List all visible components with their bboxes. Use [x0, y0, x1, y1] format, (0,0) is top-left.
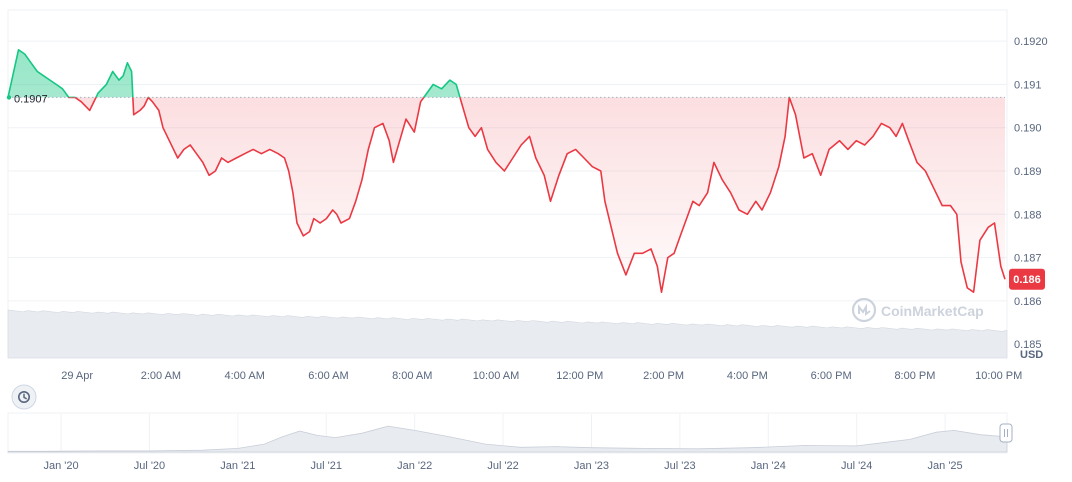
navigator-tick-label: Jan '22: [397, 460, 432, 472]
coinmarketcap-logo-icon: [851, 297, 877, 323]
current-price-tag: 0.186: [1009, 268, 1045, 290]
x-tick-label: 6:00 PM: [811, 370, 852, 382]
history-button[interactable]: [11, 384, 37, 410]
navigator-tick-label: Jul '23: [664, 460, 695, 472]
navigator-tick-label: Jul '24: [841, 460, 872, 472]
history-icon: [18, 391, 30, 403]
y-tick-label: 0.190: [1014, 123, 1042, 135]
y-tick-label: 0.189: [1014, 166, 1042, 178]
navigator-tick-label: Jul '22: [487, 460, 518, 472]
navigator-tick-label: Jul '20: [134, 460, 165, 472]
baseline-marker: [6, 95, 12, 100]
navigator-tick-label: Jan '20: [43, 460, 78, 472]
x-tick-label: 10:00 PM: [975, 370, 1022, 382]
grid-lines: [8, 40, 1007, 345]
watermark-text: CoinMarketCap: [881, 303, 984, 319]
y-tick-label: 0.191: [1014, 79, 1042, 91]
navigator-area: [7, 425, 1008, 453]
navigator-tick-label: Jan '23: [574, 460, 609, 472]
x-tick-label: 2:00 AM: [141, 370, 181, 382]
price-line-below-baseline: [8, 97, 1006, 293]
navigator-tick-label: Jan '21: [220, 460, 255, 472]
price-area-below-baseline: [75, 97, 1005, 293]
currency-label: USD: [1020, 349, 1043, 361]
y-tick-label: 0.185: [1014, 339, 1042, 351]
y-axis: 0.1920 0.191 0.190 0.189 0.188 0.187 0.186 0.18…: [1014, 36, 1048, 351]
x-axis: 29 Apr 2:00 AM 4:00 AM 6:00 AM 8:00 AM 10:00 …: [61, 370, 1022, 382]
navigator-handle[interactable]: [999, 423, 1013, 443]
price-area-above-baseline: [8, 49, 1005, 98]
baseline-label: 0.1907: [14, 93, 48, 105]
current-price-label: 0.186: [1013, 274, 1041, 286]
y-tick-label: 0.187: [1014, 253, 1042, 265]
range-navigator[interactable]: Jan '20 Jul '20 Jan '21 Jul '21 Jan '22 Jul '…: [7, 412, 1013, 472]
x-tick-label: 29 Apr: [61, 370, 93, 382]
x-tick-label: 6:00 AM: [308, 370, 348, 382]
plot-frame: [7, 9, 1008, 359]
x-tick-label: 8:00 AM: [392, 370, 432, 382]
watermark: CoinMarketCap: [851, 297, 984, 323]
x-tick-label: 10:00 AM: [473, 370, 519, 382]
volume-area: [7, 309, 1008, 359]
y-tick-label: 0.1920: [1014, 36, 1048, 48]
navigator-axis: Jan '20 Jul '20 Jan '21 Jul '21 Jan '22 Jul '…: [43, 460, 962, 472]
y-tick-label: 0.188: [1014, 209, 1042, 221]
x-tick-label: 4:00 AM: [225, 370, 265, 382]
navigator-tick-label: Jan '25: [928, 460, 963, 472]
x-tick-label: 4:00 PM: [727, 370, 768, 382]
navigator-tick-label: Jul '21: [311, 460, 342, 472]
navigator-tick-label: Jan '24: [751, 460, 786, 472]
x-tick-label: 12:00 PM: [556, 370, 603, 382]
x-tick-label: 8:00 PM: [894, 370, 935, 382]
y-tick-label: 0.186: [1014, 296, 1042, 308]
x-tick-label: 2:00 PM: [643, 370, 684, 382]
current-price-badge: [1009, 268, 1045, 290]
